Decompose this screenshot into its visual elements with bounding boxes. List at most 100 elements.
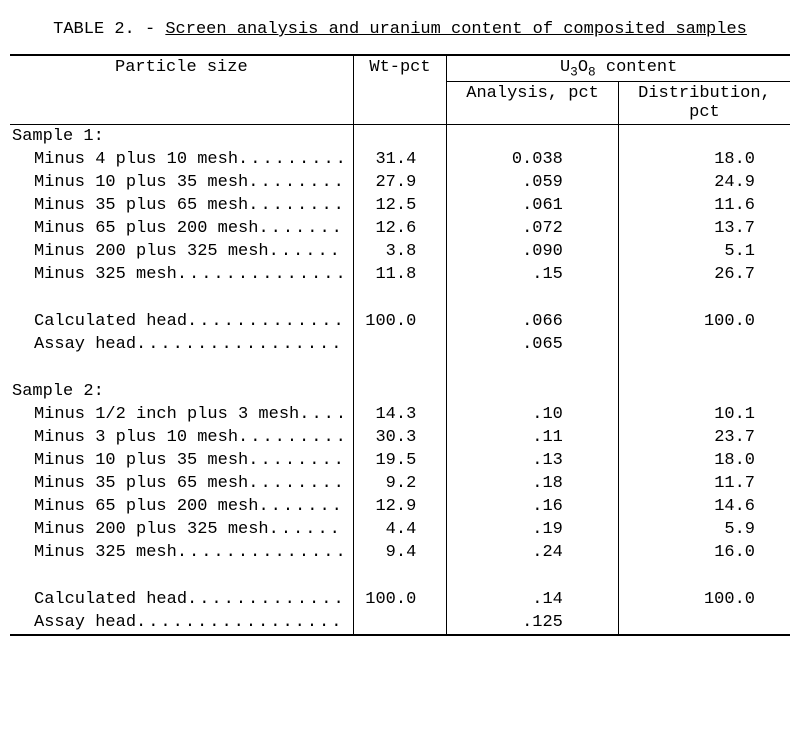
data-cell: .066 (447, 310, 619, 333)
data-cell (353, 611, 447, 635)
data-cell: 100.0 (618, 310, 790, 333)
data-cell: .13 (447, 449, 619, 472)
row-label: Minus 10 plus 35 mesh (34, 451, 248, 470)
table-row: Minus 10 plus 35 mesh...................… (10, 449, 790, 472)
data-cell (618, 380, 790, 403)
dot-leader: ........................................ (248, 474, 344, 493)
row-label: Minus 35 plus 65 mesh (34, 196, 248, 215)
data-cell: 24.9 (618, 171, 790, 194)
dot-leader: ........................................ (136, 335, 345, 354)
data-cell: .14 (447, 588, 619, 611)
data-cell: 11.8 (353, 263, 447, 286)
row-label: Minus 1/2 inch plus 3 mesh (34, 405, 299, 424)
data-cell (447, 380, 619, 403)
data-cell: 30.3 (353, 426, 447, 449)
table-row: Sample 2: (10, 380, 790, 403)
data-cell: 4.4 (353, 518, 447, 541)
data-cell: 18.0 (618, 449, 790, 472)
row-label: Assay head (34, 335, 136, 354)
table-row: Minus 200 plus 325 mesh.................… (10, 240, 790, 263)
caption-title: Screen analysis and uranium content of c… (165, 20, 747, 39)
dot-leader: ........................................ (248, 196, 344, 215)
data-cell: 100.0 (618, 588, 790, 611)
dot-leader: ........................................ (248, 451, 344, 470)
data-cell: 31.4 (353, 148, 447, 171)
dot-leader: ........................................ (238, 150, 345, 169)
data-cell: .065 (447, 333, 619, 356)
data-cell: .061 (447, 194, 619, 217)
data-cell: 18.0 (618, 148, 790, 171)
dot-leader: ........................................ (258, 497, 344, 516)
data-cell: .10 (447, 403, 619, 426)
data-cell (447, 125, 619, 149)
table-row: Assay head..............................… (10, 611, 790, 635)
data-cell: 100.0 (353, 310, 447, 333)
data-cell: .125 (447, 611, 619, 635)
row-label: Calculated head (34, 312, 187, 331)
table-row: Calculated head.........................… (10, 588, 790, 611)
table-row: Minus 35 plus 65 mesh...................… (10, 472, 790, 495)
data-cell: 16.0 (618, 541, 790, 564)
data-cell: 19.5 (353, 449, 447, 472)
table-row: Minus 1/2 inch plus 3 mesh..............… (10, 403, 790, 426)
header-distribution: Distribution, pct (618, 82, 790, 125)
data-cell: 9.4 (353, 541, 447, 564)
row-label: Sample 1: (12, 127, 104, 146)
row-label: Minus 325 mesh (34, 265, 177, 284)
row-label: Minus 65 plus 200 mesh (34, 497, 258, 516)
data-cell: 12.9 (353, 495, 447, 518)
data-cell: 5.1 (618, 240, 790, 263)
table-row: Minus 325 mesh..........................… (10, 541, 790, 564)
row-label: Minus 200 plus 325 mesh (34, 242, 269, 261)
data-cell: 13.7 (618, 217, 790, 240)
table-row: Minus 10 plus 35 mesh...................… (10, 171, 790, 194)
row-label: Minus 10 plus 35 mesh (34, 173, 248, 192)
dot-leader: ........................................ (177, 265, 345, 284)
row-label: Minus 3 plus 10 mesh (34, 428, 238, 447)
row-label: Sample 2: (12, 382, 104, 401)
table-row: Minus 4 plus 10 mesh....................… (10, 148, 790, 171)
spacer-row (10, 564, 790, 588)
data-cell: 26.7 (618, 263, 790, 286)
table-row: Sample 1: (10, 125, 790, 149)
data-cell (353, 125, 447, 149)
row-label: Minus 35 plus 65 mesh (34, 474, 248, 493)
data-cell: .059 (447, 171, 619, 194)
header-u3o8: U3O8 content (447, 55, 790, 82)
data-cell: 12.6 (353, 217, 447, 240)
data-cell: 23.7 (618, 426, 790, 449)
data-cell (353, 380, 447, 403)
data-cell: .11 (447, 426, 619, 449)
header-particle-size: Particle size (10, 55, 353, 125)
dot-leader: ........................................ (299, 405, 344, 424)
row-label: Minus 4 plus 10 mesh (34, 150, 238, 169)
data-cell: .19 (447, 518, 619, 541)
table-caption: TABLE 2. - Screen analysis and uranium c… (10, 20, 790, 39)
table-row: Minus 3 plus 10 mesh....................… (10, 426, 790, 449)
dot-leader: ........................................ (187, 590, 345, 609)
table-row: Minus 325 mesh..........................… (10, 263, 790, 286)
data-cell: 5.9 (618, 518, 790, 541)
row-label: Minus 325 mesh (34, 543, 177, 562)
data-cell (353, 333, 447, 356)
data-cell: .16 (447, 495, 619, 518)
data-cell: 14.6 (618, 495, 790, 518)
dot-leader: ........................................ (258, 219, 344, 238)
data-cell: 9.2 (353, 472, 447, 495)
data-cell: .072 (447, 217, 619, 240)
data-cell: 10.1 (618, 403, 790, 426)
row-label: Minus 65 plus 200 mesh (34, 219, 258, 238)
data-cell: 11.7 (618, 472, 790, 495)
table-body: Sample 1: Minus 4 plus 10 mesh...........… (10, 125, 790, 636)
caption-prefix: TABLE 2. - (53, 20, 165, 39)
data-cell: .18 (447, 472, 619, 495)
table-row: Minus 35 plus 65 mesh...................… (10, 194, 790, 217)
dot-leader: ........................................ (177, 543, 345, 562)
row-label: Assay head (34, 613, 136, 632)
header-analysis: Analysis, pct (447, 82, 619, 125)
data-cell: .24 (447, 541, 619, 564)
data-cell: 3.8 (353, 240, 447, 263)
row-label: Calculated head (34, 590, 187, 609)
table-row: Minus 200 plus 325 mesh.................… (10, 518, 790, 541)
data-cell (618, 333, 790, 356)
